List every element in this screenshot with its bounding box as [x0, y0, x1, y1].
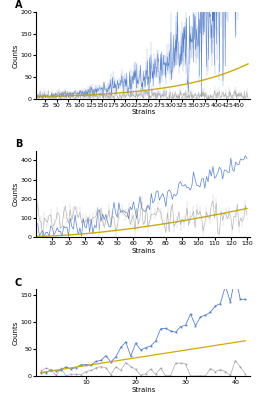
Y-axis label: Counts: Counts — [13, 43, 19, 68]
Y-axis label: Counts: Counts — [13, 182, 19, 206]
Y-axis label: Counts: Counts — [13, 320, 19, 345]
X-axis label: Strains: Strains — [131, 386, 155, 392]
X-axis label: Strains: Strains — [131, 109, 155, 115]
X-axis label: Strains: Strains — [131, 248, 155, 254]
Text: C: C — [15, 278, 22, 288]
Text: B: B — [15, 139, 22, 149]
Text: A: A — [15, 0, 22, 10]
